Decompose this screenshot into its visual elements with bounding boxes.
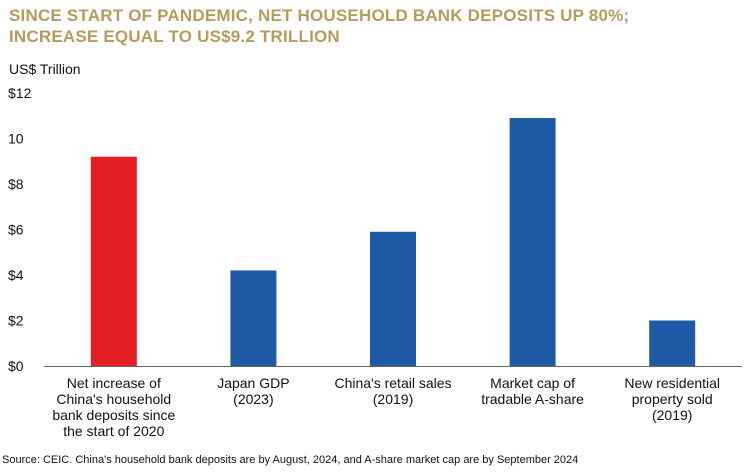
bar (370, 231, 416, 366)
x-tick-label: China's retail sales (2019) (318, 375, 468, 407)
x-tick-label-line: tradable A-share (481, 391, 584, 407)
bar (90, 156, 137, 366)
x-tick-label-line: New residential (624, 375, 721, 391)
x-tick-label: New residential property sold (2019) (597, 375, 747, 423)
x-tick-label: Net increase of China's household bank dep… (39, 375, 189, 439)
y-tick-label: $6 (8, 222, 24, 238)
x-tick-label-line: property sold (631, 391, 713, 407)
y-tick-label: 10 (8, 131, 24, 147)
y-axis-unit-label: US$ Trillion (9, 61, 81, 77)
x-tick-label-line: China's household (56, 391, 172, 407)
chart-title: SINCE START OF PANDEMIC, NET HOUSEHOLD B… (9, 5, 744, 47)
x-tick-label-line: (2019) (651, 407, 693, 423)
x-tick-label: Market cap of tradable A-share (458, 375, 608, 407)
chart-title-line-2: INCREASE EQUAL TO US$9.2 TRILLION (9, 27, 340, 46)
x-tick-label-line: (2019) (372, 391, 414, 407)
x-tick-label-line: (2023) (233, 391, 274, 407)
x-tick-label: Japan GDP (2023) (178, 375, 328, 407)
x-tick-label-line: Net increase of (66, 375, 161, 391)
y-tick-label: $8 (8, 176, 24, 192)
x-tick-label-line: Market cap of (490, 375, 575, 391)
x-tick-label-line: bank deposits since (52, 407, 176, 423)
bar (649, 320, 696, 366)
x-tick-label-line: China's retail sales (334, 375, 452, 391)
y-tick-label: $12 (8, 85, 32, 101)
chart-title-line-1: SINCE START OF PANDEMIC, NET HOUSEHOLD B… (9, 6, 630, 25)
x-tick-label-line: Japan GDP (217, 375, 290, 391)
source-note: Source: CEIC. China's household bank dep… (2, 454, 579, 466)
y-tick-label: $4 (8, 267, 24, 283)
y-tick-label: $2 (8, 313, 24, 329)
y-tick-label: $0 (8, 358, 24, 374)
bar (509, 118, 556, 367)
bar (230, 270, 277, 366)
x-tick-label-line: the start of 2020 (63, 423, 165, 439)
